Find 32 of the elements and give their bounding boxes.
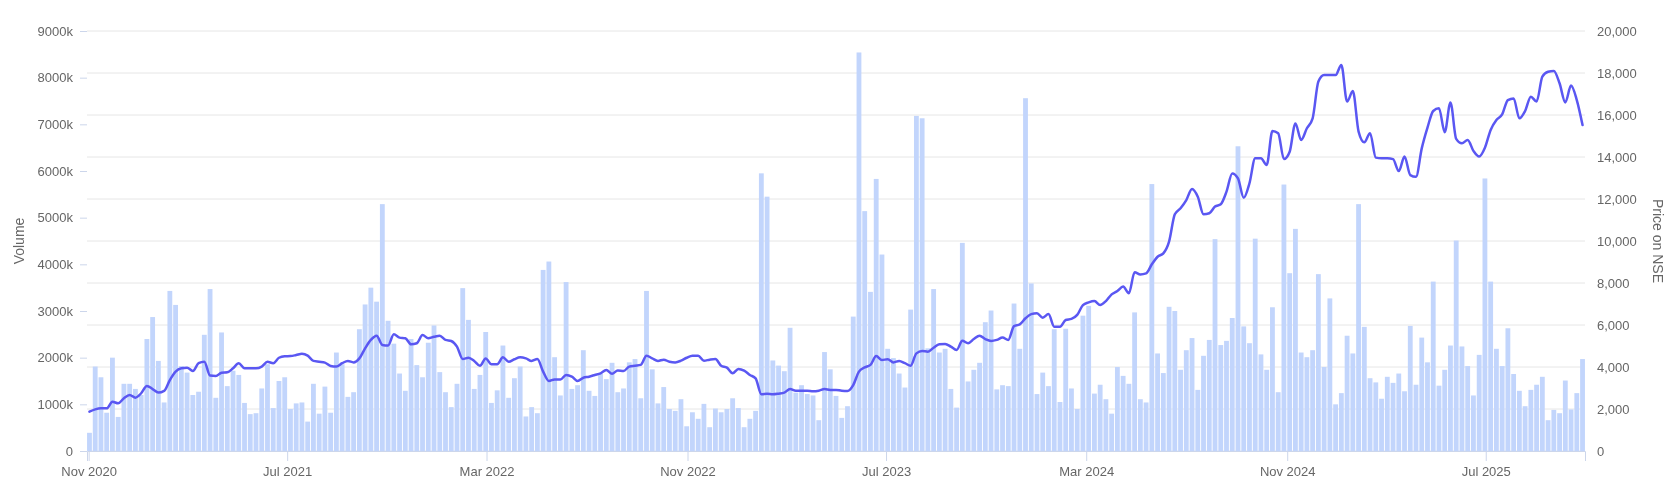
y-tick-label: 7000k xyxy=(37,116,74,132)
y2-tick-label: 10,000 xyxy=(1597,233,1637,249)
y2-tick-label: 20,000 xyxy=(1597,23,1637,39)
y2-tick-label: 6,000 xyxy=(1597,317,1630,333)
y2-tick-label: 4,000 xyxy=(1597,359,1630,375)
x-tick-label: Jul 2021 xyxy=(263,464,313,480)
x-tick-label: Mar 2022 xyxy=(459,464,515,480)
y-tick-label: 3000k xyxy=(37,303,74,319)
y-axis-title: Volume xyxy=(11,217,27,265)
y-tick-label: 8000k xyxy=(37,70,74,86)
y-tick-label: 5000k xyxy=(37,210,74,226)
x-tick-label: Mar 2024 xyxy=(1059,464,1115,480)
y2-tick-label: 0 xyxy=(1597,443,1605,459)
line-series xyxy=(88,63,1584,413)
y2-tick-label: 18,000 xyxy=(1597,65,1637,81)
y-tick-label: 4000k xyxy=(37,256,74,272)
y2-axis-title: Price on NSE xyxy=(1650,198,1666,284)
y-tick-label: 0 xyxy=(65,443,73,459)
x-tick-label: Nov 2022 xyxy=(660,464,716,480)
y-tick-label: 6000k xyxy=(37,163,74,179)
y2-tick-label: 14,000 xyxy=(1597,149,1637,165)
x-tick-label: Jul 2023 xyxy=(861,464,912,480)
y2-tick-label: 2,000 xyxy=(1597,401,1630,417)
x-tick-label: Nov 2020 xyxy=(61,464,117,480)
y2-tick-label: 8,000 xyxy=(1597,275,1630,291)
x-tick-label: Nov 2024 xyxy=(1259,464,1316,480)
x-tick-label: Jul 2025 xyxy=(1461,464,1511,480)
y2-tick-label: 12,000 xyxy=(1597,191,1637,207)
y-tick-label: 2000k xyxy=(37,350,74,366)
y-tick-label: 9000k xyxy=(37,23,74,39)
y2-tick-label: 16,000 xyxy=(1597,107,1637,123)
y-tick-label: 1000k xyxy=(37,396,74,412)
